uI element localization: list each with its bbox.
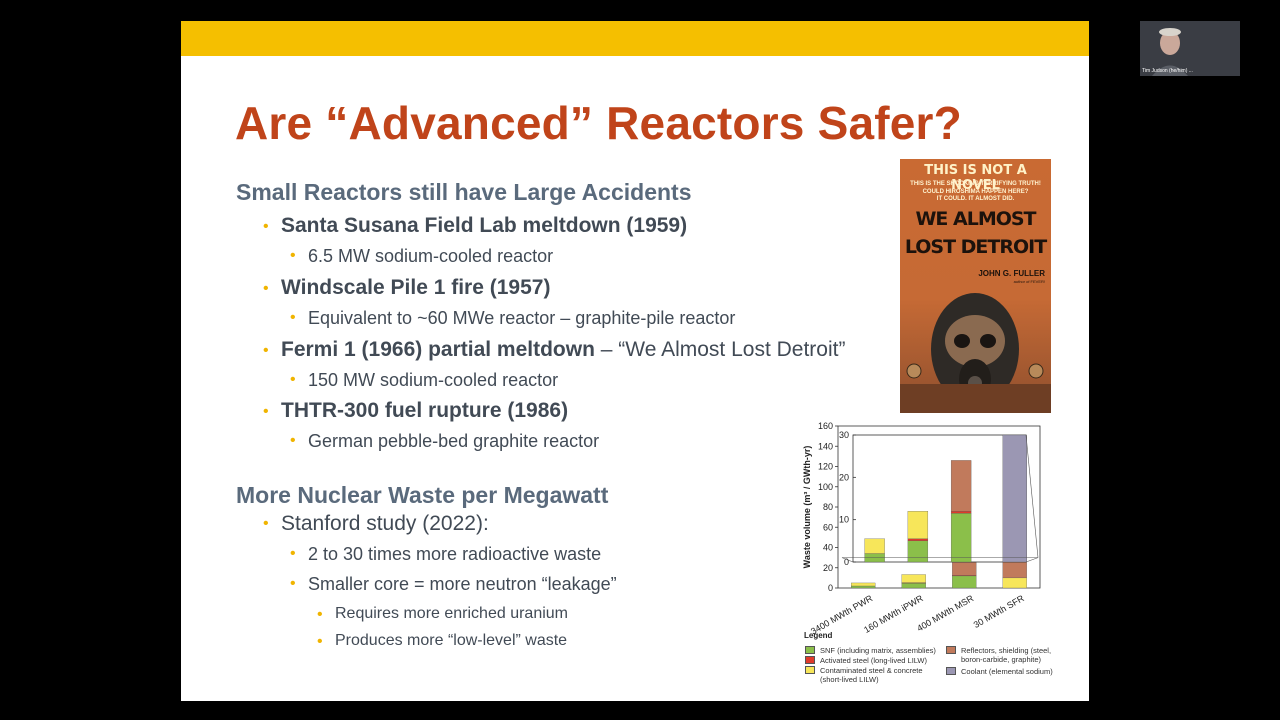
sub-bullet-santa-susana: 6.5 MW sodium-cooled reactor bbox=[308, 246, 554, 266]
legend-swatch-snf bbox=[805, 646, 815, 654]
chart-y-tick-label: 160 bbox=[818, 421, 833, 431]
chart-bar-segment bbox=[851, 585, 876, 589]
bullet-stanford: Stanford study (2022): bbox=[281, 512, 489, 535]
sub-sub-bullet-enriched: Requires more enriched uranium bbox=[335, 605, 568, 622]
chart-y-tick-label: 0 bbox=[828, 583, 833, 593]
bullet-icon: • bbox=[290, 575, 296, 592]
book-title-line1: WE ALMOST bbox=[915, 208, 1036, 230]
chart-y-tick-label: 140 bbox=[818, 441, 833, 451]
book-author-note: author of FEVER! bbox=[1013, 279, 1045, 284]
bullet-fermi: Fermi 1 (1966) partial meltdown – “We Al… bbox=[281, 338, 845, 362]
chart-y-axis-label: Waste volume (m³ / GWth-yr) bbox=[802, 446, 812, 569]
book-subtagline: THIS IS THE SHOCKING,TERRIFYING TRUTH! bbox=[910, 181, 1041, 187]
chart-inset-y-tick-label: 30 bbox=[839, 430, 849, 440]
chart-inset-bar-segment bbox=[950, 511, 972, 514]
section-heading-waste: More Nuclear Waste per Megawatt bbox=[236, 482, 609, 508]
book-tagline: THIS IS NOT A NOVEL bbox=[924, 163, 1027, 193]
bullet-fermi-label: Fermi 1 (1966) partial meltdown bbox=[281, 338, 595, 361]
slide-title: Are “Advanced” Reactors Safer? bbox=[235, 97, 962, 149]
bullet-icon: • bbox=[263, 403, 269, 420]
chart-inset-bar-segment bbox=[950, 460, 972, 512]
chart-zoom-connector bbox=[1025, 434, 1039, 558]
chart-bar-segment bbox=[901, 574, 926, 583]
legend-label-activated: Activated steel (long-lived LILW) bbox=[820, 656, 927, 665]
chart-y-tick-label: 100 bbox=[818, 482, 833, 492]
legend-title: Legend bbox=[804, 631, 833, 640]
chart-inset-y-tick-label: 10 bbox=[839, 515, 849, 525]
chart-inset-bar-segment bbox=[907, 540, 929, 563]
section-heading-accidents: Small Reactors still have Large Accident… bbox=[236, 179, 692, 205]
chart-inset-bar-segment bbox=[907, 538, 929, 541]
presentation-slide: Are “Advanced” Reactors Safer? Small Rea… bbox=[181, 21, 1089, 701]
chart-bar-segment bbox=[901, 582, 926, 589]
chart-inset-sfr-bar bbox=[1002, 434, 1027, 563]
chart-zoom-connector bbox=[841, 557, 1039, 563]
bullet-icon: • bbox=[290, 545, 296, 562]
chart-x-tick-label: 400 MWth MSR bbox=[915, 593, 975, 634]
bullet-thtr: THTR-300 fuel rupture (1986) bbox=[281, 399, 569, 422]
participant-name: Tim Judson (he/him) ... bbox=[1142, 68, 1193, 74]
chart-y-tick-label: 60 bbox=[823, 522, 833, 532]
legend-swatch-contaminated bbox=[805, 666, 815, 674]
book-question-line2: IT COULD. IT ALMOST DID. bbox=[936, 196, 1015, 202]
bullet-icon: • bbox=[317, 606, 323, 623]
book-question: COULD HIROSHIMA HAPPEN HERE? IT COULD. IT… bbox=[900, 189, 1051, 203]
participant-video-thumbnail[interactable]: Tim Judson (he/him) ... bbox=[1140, 21, 1240, 76]
slide-accent-bar bbox=[181, 21, 1089, 56]
book-title: WE ALMOST LOST DETROIT bbox=[900, 205, 1051, 261]
chart-bar-segment bbox=[952, 575, 977, 589]
sub-bullet-more-waste: 2 to 30 times more radioactive waste bbox=[308, 544, 602, 564]
chart-inset-bar-segment bbox=[950, 513, 972, 563]
sub-bullet-fermi: 150 MW sodium-cooled reactor bbox=[308, 370, 559, 390]
bullet-icon: • bbox=[290, 247, 296, 264]
legend-label-reflectors: Reflectors, shielding (steel, boron-carb… bbox=[961, 646, 1052, 664]
sub-bullet-thtr: German pebble-bed graphite reactor bbox=[308, 431, 600, 451]
chart-inset-bar-segment bbox=[864, 538, 885, 554]
participant-avatar bbox=[1140, 21, 1240, 76]
book-question-line1: COULD HIROSHIMA HAPPEN HERE? bbox=[922, 189, 1029, 195]
chart-y-tick-label: 40 bbox=[823, 543, 833, 553]
bullet-icon: • bbox=[290, 371, 296, 388]
bullet-icon: • bbox=[290, 309, 296, 326]
book-cover-image: THIS IS NOT A NOVEL THIS IS THE SHOCKING… bbox=[900, 159, 1051, 413]
book-title-line2: LOST DETROIT bbox=[904, 236, 1047, 258]
book-author: JOHN G. FULLER bbox=[978, 269, 1045, 278]
bullet-icon: • bbox=[317, 633, 323, 650]
legend-label-contaminated: Contaminated steel & concrete (short-liv… bbox=[820, 666, 923, 684]
gas-mask-figure-icon bbox=[900, 293, 1051, 413]
legend-swatch-reflectors bbox=[946, 646, 956, 654]
bullet-icon: • bbox=[263, 515, 269, 532]
bullet-fermi-suffix: – “We Almost Lost Detroit” bbox=[594, 338, 846, 361]
sub-bullet-leakage: Smaller core = more neutron “leakage” bbox=[308, 574, 617, 594]
chart-x-tick-label: 30 MWth SFR bbox=[972, 593, 1026, 630]
bullet-icon: • bbox=[263, 342, 269, 359]
legend-swatch-activated bbox=[805, 656, 815, 664]
sub-sub-bullet-low-level: Produces more “low-level” waste bbox=[335, 632, 568, 649]
chart-inset-y-tick-label: 20 bbox=[839, 472, 849, 482]
chart-bar-segment bbox=[851, 582, 876, 587]
chart-bar-segment bbox=[1002, 577, 1027, 589]
bullet-icon: • bbox=[290, 432, 296, 449]
bullet-santa-susana: Santa Susana Field Lab meltdown (1959) bbox=[281, 214, 688, 237]
bullet-icon: • bbox=[263, 218, 269, 235]
legend-swatch-coolant bbox=[946, 667, 956, 675]
legend-label-coolant: Coolant (elemental sodium) bbox=[961, 667, 1053, 676]
chart-y-tick-label: 80 bbox=[823, 502, 833, 512]
bullet-icon: • bbox=[263, 280, 269, 297]
legend-label-snf: SNF (including matrix, assemblies) bbox=[820, 646, 936, 655]
chart-y-tick-label: 20 bbox=[823, 563, 833, 573]
chart-bar-segment bbox=[952, 562, 977, 576]
chart-inset-y-tick-label: 0 bbox=[844, 557, 849, 567]
bullet-windscale: Windscale Pile 1 fire (1957) bbox=[281, 276, 551, 299]
sub-bullet-windscale: Equivalent to ~60 MWe reactor – graphite… bbox=[308, 308, 736, 328]
chart-y-tick-label: 120 bbox=[818, 462, 833, 472]
chart-inset-bar-segment bbox=[907, 511, 929, 539]
